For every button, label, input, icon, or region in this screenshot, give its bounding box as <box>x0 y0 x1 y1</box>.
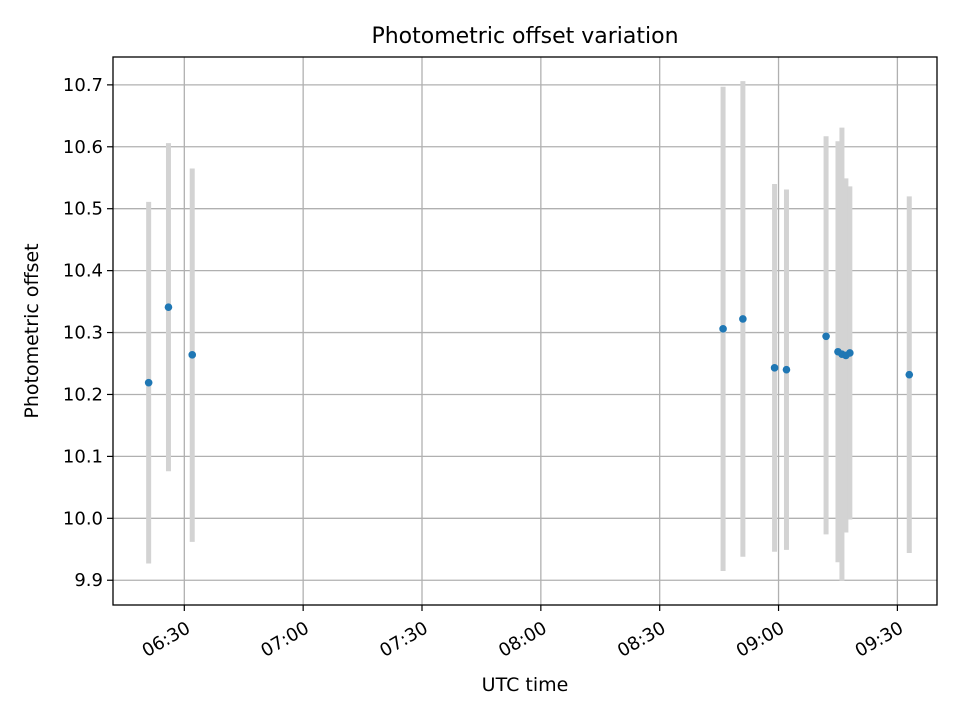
y-tick-label: 10.6 <box>63 137 103 158</box>
x-tick-label: 08:30 <box>614 618 669 662</box>
data-point <box>164 303 173 311</box>
y-axis-ticks: 9.9 10.0 10.1 10.2 10.3 10.4 10.5 10.6 10.7 <box>63 75 113 591</box>
x-tick-label: 07:30 <box>376 618 431 662</box>
x-tick-label: 08:00 <box>495 618 550 662</box>
data-point <box>905 370 914 379</box>
grid <box>113 57 937 605</box>
y-tick-label: 10.2 <box>63 384 103 405</box>
y-tick-label: 10.1 <box>63 446 103 467</box>
y-tick-label: 10.4 <box>63 261 103 282</box>
data-point <box>719 325 727 333</box>
data-points <box>144 303 914 387</box>
y-tick-label: 10.5 <box>63 199 103 220</box>
data-point <box>822 332 830 341</box>
error-bars <box>146 81 912 581</box>
data-point <box>144 378 153 387</box>
x-tick-label: 07:00 <box>257 618 312 662</box>
data-point <box>846 349 854 357</box>
y-tick-label: 10.3 <box>63 323 103 344</box>
data-point <box>739 315 747 323</box>
y-tick-label: 10.7 <box>63 75 103 96</box>
y-axis-label: Photometric offset <box>21 243 43 418</box>
chart-title: Photometric offset variation <box>371 24 678 49</box>
x-tick-label: 09:00 <box>733 618 788 662</box>
x-tick-label: 06:30 <box>139 618 194 662</box>
data-point <box>782 365 791 374</box>
data-point <box>770 364 779 372</box>
plot-frame <box>112 56 938 606</box>
data-point <box>188 351 197 359</box>
x-tick-label: 09:30 <box>852 618 907 662</box>
x-axis-ticks: 06:30 07:00 07:30 08:00 08:30 09:00 09:30 <box>139 605 907 662</box>
x-axis-label: UTC time <box>482 674 569 696</box>
y-tick-label: 9.9 <box>74 570 103 591</box>
y-tick-label: 10.0 <box>63 508 103 529</box>
